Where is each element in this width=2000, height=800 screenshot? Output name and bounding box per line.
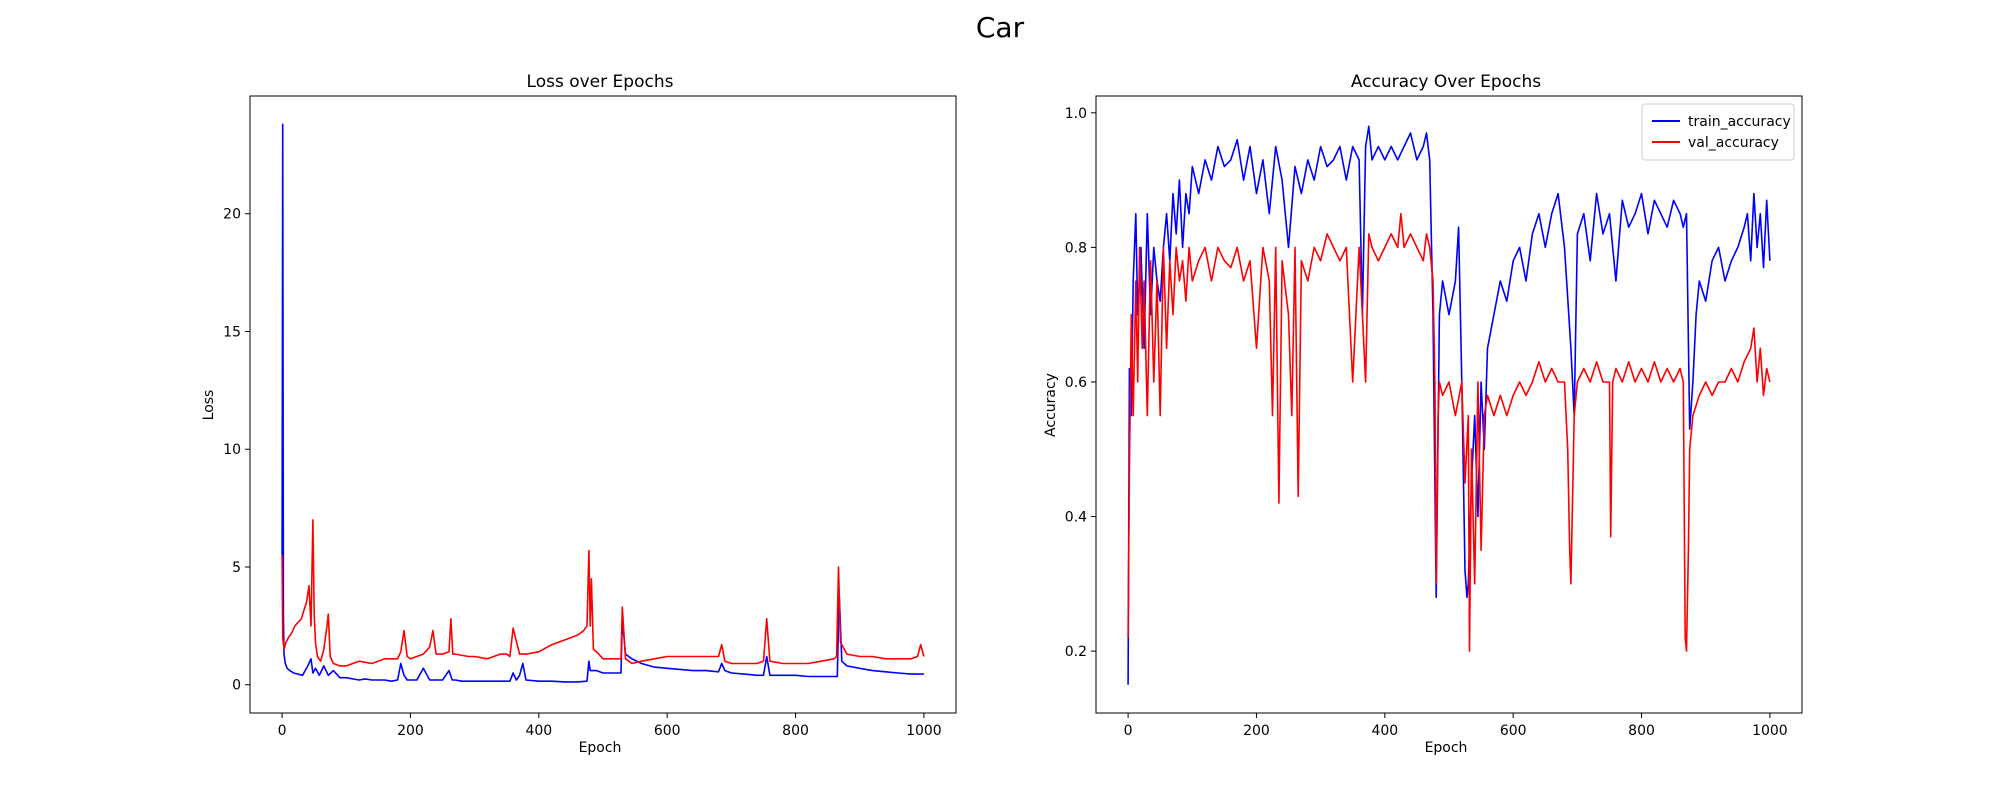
accuracy-legend: train_accuracy val_accuracy [1641,103,1795,161]
figure-title: Car [976,11,1025,44]
accuracy-y-tick-label: 0.8 [1065,240,1087,256]
loss-y-tick-label: 15 [223,324,241,340]
accuracy-x-tick-label: 600 [1500,723,1527,739]
loss-series-line-series-1 [281,519,925,667]
loss-y-tick-label: 5 [232,560,241,576]
accuracy-x-tick-label: 200 [1243,723,1270,739]
loss-x-axis-label: Epoch [579,740,622,756]
loss-y-tick-label: 0 [232,678,241,694]
loss-x-tick-label: 0 [278,723,287,739]
loss-y-tick-label: 20 [223,207,241,223]
accuracy-x-tick-label: 800 [1628,723,1655,739]
accuracy-y-axis-label: Accuracy [1043,373,1059,437]
loss-y-tick-label: 10 [223,442,241,458]
loss-x-tick-label: 400 [525,723,552,739]
accuracy-x-tick-label: 1000 [1752,723,1788,739]
loss-y-axis-label: Loss [201,390,217,421]
accuracy-chart: Accuracy Over Epochs Epoch Accuracy 0 200… [1043,72,1803,756]
accuracy-axes-frame [1095,95,1803,714]
loss-axes-frame [249,95,957,714]
loss-x-tick-label: 1000 [906,723,942,739]
accuracy-y-tick-label: 1.0 [1065,106,1087,122]
accuracy-y-tick-label: 0.2 [1065,644,1087,660]
accuracy-series-line-val_accuracy [1127,212,1771,652]
accuracy-legend-label-train_accuracy: train_accuracy [1688,114,1791,130]
accuracy-legend-box [1641,103,1795,161]
loss-plot-area: 0 200 400 600 800 1000 0 5 10 15 20 [223,95,957,739]
accuracy-legend-label-val_accuracy: val_accuracy [1688,135,1779,151]
accuracy-y-tick-label: 0.6 [1065,375,1087,391]
accuracy-x-tick-label: 400 [1371,723,1398,739]
accuracy-chart-title: Accuracy Over Epochs [1351,72,1541,92]
loss-chart: Loss over Epochs Epoch Loss 0 200 400 600 80… [201,72,957,756]
accuracy-series-line-train_accuracy [1127,125,1771,685]
loss-series-line-series-0 [281,123,924,683]
loss-x-tick-label: 600 [654,723,681,739]
loss-chart-title: Loss over Epochs [527,72,674,92]
accuracy-x-tick-label: 0 [1124,723,1133,739]
accuracy-plot-area: 0 200 400 600 800 1000 0.2 0.4 0.6 0.8 1.0 train_ac… [1065,95,1803,739]
loss-x-tick-label: 800 [782,723,809,739]
loss-x-tick-label: 200 [397,723,424,739]
accuracy-y-tick-label: 0.4 [1065,510,1087,526]
accuracy-x-axis-label: Epoch [1425,740,1468,756]
